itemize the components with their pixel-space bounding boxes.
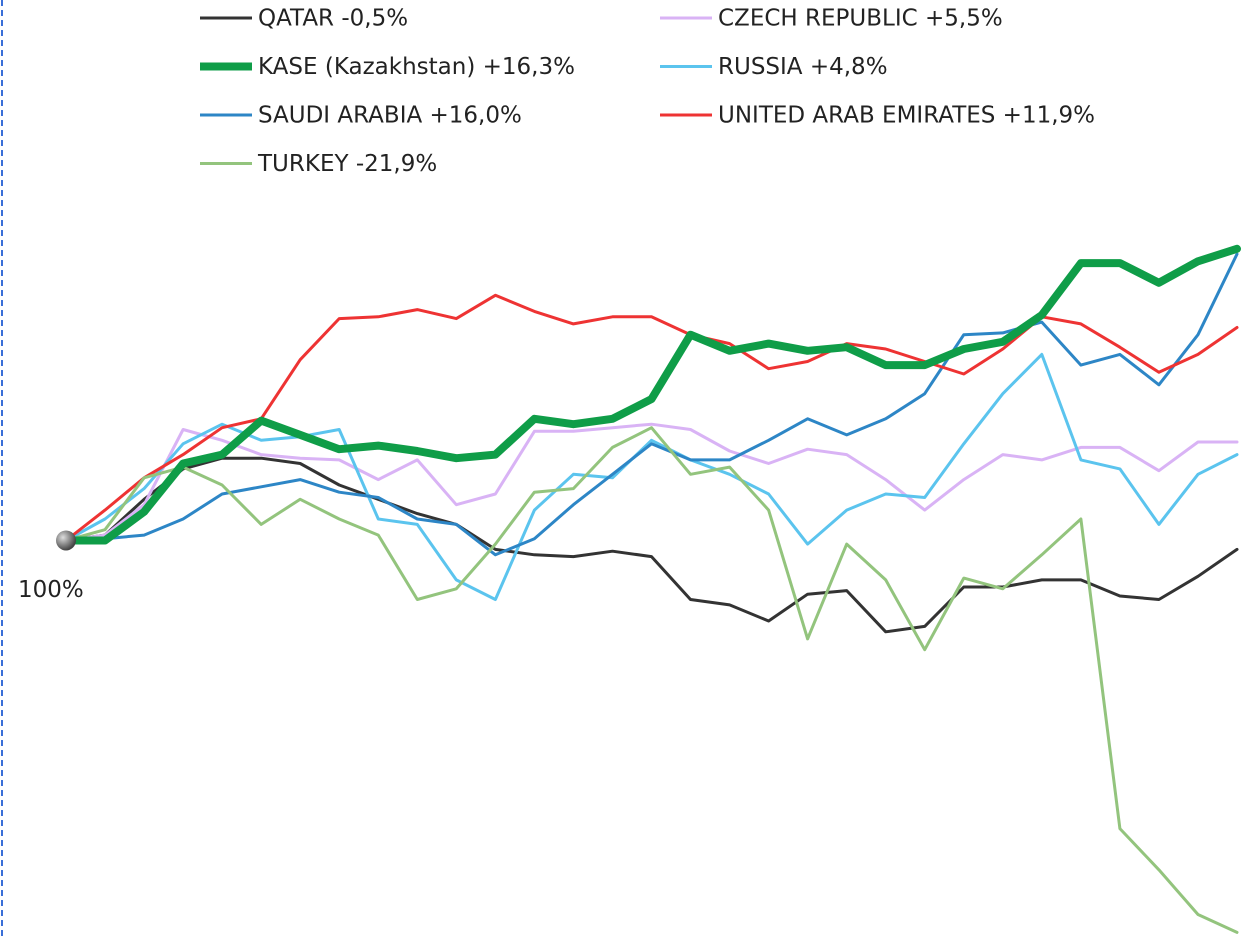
legend-label: SAUDI ARABIA +16,0% [258, 103, 522, 129]
series-line [64, 422, 1239, 542]
legend-label: UNITED ARAB EMIRATES +11,9% [718, 103, 1095, 129]
start-marker [56, 530, 76, 551]
series-line [62, 244, 1241, 545]
legend-label: KASE (Kazakhstan) +16,3% [258, 54, 575, 80]
lines [62, 244, 1241, 934]
series-line [64, 426, 1239, 934]
y-tick-label: 100% [18, 577, 84, 603]
legend-label: RUSSIA +4,8% [718, 54, 888, 80]
series-line [64, 456, 1239, 634]
series-line [64, 352, 1239, 601]
legend-label: CZECH REPUBLIC +5,5% [718, 6, 1003, 32]
legend-label: TURKEY -21,9% [257, 151, 437, 177]
series-line [64, 252, 1239, 557]
legend: QATAR -0,5% CZECH REPUBLIC +5,5% KASE (Kaz… [200, 6, 1095, 177]
legend-label: QATAR -0,5% [258, 6, 408, 32]
